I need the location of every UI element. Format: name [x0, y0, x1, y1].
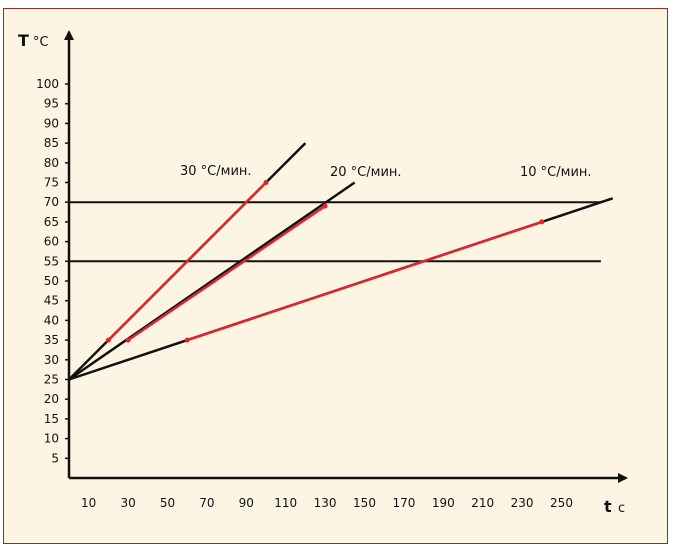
series-point	[263, 180, 269, 185]
y-tick-label: 75	[44, 176, 59, 190]
y-tick-label: 65	[44, 215, 59, 229]
series-label-1: 30 °С/мин.	[180, 164, 252, 179]
y-tick-label: 95	[44, 97, 59, 111]
y-tick-label: 90	[44, 116, 59, 130]
chart-frame	[3, 8, 668, 544]
y-tick-label: 60	[44, 235, 59, 249]
x-tick-label: 30	[120, 496, 135, 510]
x-tick-label: 50	[160, 496, 175, 510]
series-line-2	[68, 181, 356, 381]
x-tick-label: 90	[239, 496, 254, 510]
y-tick-label: 70	[44, 195, 59, 209]
x-axis-unit: c	[618, 501, 625, 516]
y-tick-label: 35	[44, 333, 59, 347]
y-tick-label: 50	[44, 274, 59, 288]
series-point	[322, 203, 328, 209]
series-highlight-2	[127, 205, 326, 342]
x-tick-label: 190	[432, 496, 455, 510]
x-tick-label: 250	[550, 496, 573, 510]
x-tick-label: 10	[81, 496, 96, 510]
series-point	[184, 337, 190, 343]
series-highlight-1	[107, 181, 267, 341]
y-axis-unit: °C	[33, 35, 49, 50]
y-tick-label: 20	[44, 392, 59, 406]
series-point	[125, 337, 131, 343]
y-tick-label: 5	[51, 451, 59, 465]
x-tick-label: 130	[314, 496, 337, 510]
x-tick-label: 230	[511, 496, 534, 510]
series-label-3: 10 °С/мин.	[520, 165, 592, 180]
y-tick-label: 100	[36, 77, 59, 91]
y-tick-label: 25	[44, 373, 59, 387]
series-highlight-3	[186, 220, 543, 342]
y-tick-label: 30	[44, 353, 59, 367]
y-tick-label: 40	[44, 313, 59, 327]
series-point	[539, 219, 545, 225]
x-tick-label: 150	[353, 496, 376, 510]
y-tick-label: 15	[44, 412, 59, 426]
y-tick-label: 80	[44, 156, 59, 170]
y-tick-label: 45	[44, 294, 59, 308]
y-axis-title: T	[18, 31, 29, 50]
y-tick-label: 55	[44, 254, 59, 268]
x-tick-label: 110	[274, 496, 297, 510]
y-tick-label: 10	[44, 432, 59, 446]
series-point	[105, 337, 111, 343]
x-tick-label: 70	[199, 496, 214, 510]
series-label-2: 20 °С/мин.	[330, 165, 402, 180]
x-tick-label: 170	[392, 496, 415, 510]
y-tick-label: 85	[44, 136, 59, 150]
x-tick-label: 210	[471, 496, 494, 510]
x-axis-title: t	[604, 497, 612, 516]
